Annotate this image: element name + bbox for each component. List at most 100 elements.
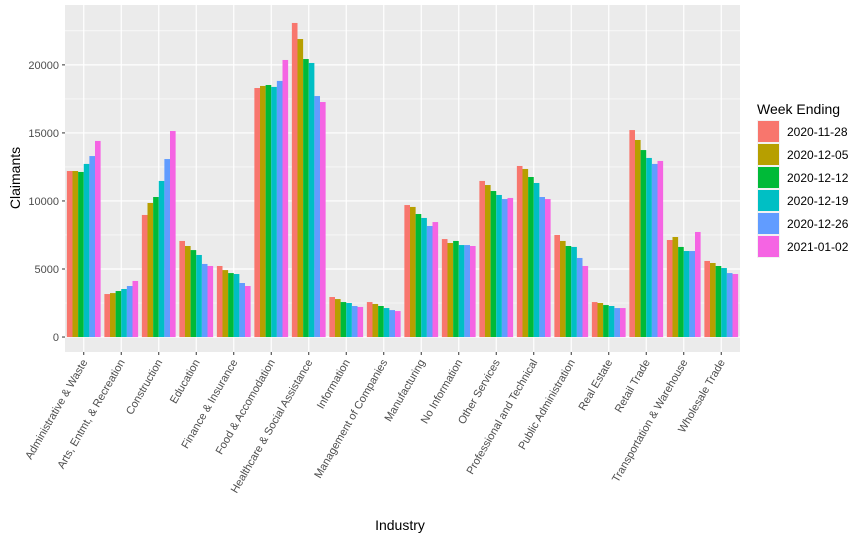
- bar: [657, 160, 664, 338]
- bar: [608, 306, 615, 338]
- bar: [629, 130, 635, 338]
- bar: [196, 254, 202, 338]
- bar: [239, 283, 245, 338]
- bar: [320, 102, 326, 338]
- x-tick-label: Education: [168, 358, 203, 406]
- bar: [560, 240, 566, 338]
- x-tick-label: Retail Trade: [613, 358, 653, 415]
- bar: [357, 306, 364, 338]
- bar: [335, 299, 341, 338]
- bar: [254, 88, 260, 338]
- bar: [710, 263, 716, 338]
- y-tick-label: 5000: [35, 264, 59, 276]
- y-axis-title: Claimants: [7, 147, 23, 209]
- bar: [678, 246, 684, 338]
- bar: [185, 245, 191, 338]
- bar: [704, 260, 710, 338]
- bar: [479, 180, 485, 338]
- legend-label: 2020-12-05: [787, 148, 849, 162]
- bar: [72, 171, 79, 338]
- bar: [308, 62, 315, 338]
- legend-key: [758, 121, 779, 142]
- legend: Week Ending 2020-11-28 2020-12-05 2020-12-…: [757, 101, 849, 258]
- bar: [110, 293, 116, 338]
- bar: [147, 202, 154, 338]
- bar: [378, 306, 384, 338]
- bar: [545, 199, 551, 338]
- x-tick-label: Transportation & Warehouse: [610, 358, 690, 485]
- bar: [591, 302, 598, 338]
- bar: [715, 265, 722, 338]
- legend-label: 2020-11-28: [787, 125, 848, 139]
- bar: [432, 222, 439, 338]
- bar: [164, 159, 170, 338]
- bar: [635, 139, 641, 338]
- x-tick-label: Professional and Technical: [465, 358, 541, 477]
- bar: [726, 273, 733, 338]
- bar: [153, 197, 159, 338]
- bar: [126, 286, 133, 338]
- x-tick-label: Manufacturing: [383, 358, 428, 424]
- bar: [389, 310, 395, 338]
- bar: [83, 163, 90, 338]
- bar: [190, 250, 197, 338]
- bar: [216, 265, 223, 338]
- y-tick-label: 15000: [28, 128, 59, 140]
- bar: [265, 85, 272, 338]
- bar: [496, 194, 502, 338]
- legend-key: [758, 144, 779, 165]
- bar: [314, 96, 320, 338]
- bar: [576, 257, 583, 338]
- legend-key: [758, 167, 779, 188]
- bar: [78, 171, 84, 338]
- legend-label: 2020-12-26: [787, 217, 849, 231]
- x-tick-label: Real Estate: [577, 358, 616, 413]
- bar: [597, 303, 604, 338]
- bar: [415, 214, 422, 338]
- bar: [464, 245, 470, 338]
- bar: [170, 131, 176, 338]
- bar: [539, 197, 545, 338]
- y-tick-label: 10000: [28, 196, 59, 208]
- bar: [426, 225, 433, 338]
- bar: [603, 305, 609, 338]
- bar: [276, 80, 283, 338]
- bar: [528, 177, 534, 338]
- bar: [695, 231, 701, 338]
- bar: [141, 214, 148, 338]
- bar: [470, 245, 476, 338]
- bar: [732, 274, 739, 338]
- bar: [115, 291, 122, 338]
- y-tick-label: 0: [53, 332, 59, 344]
- bar: [421, 217, 427, 338]
- bar: [66, 171, 73, 338]
- bar: [303, 59, 309, 338]
- bar: [260, 85, 266, 338]
- bar: [410, 206, 416, 338]
- bar: [383, 308, 390, 338]
- bar: [201, 263, 208, 338]
- plot-panel: [65, 5, 740, 352]
- bar: [447, 243, 454, 338]
- x-tick-label: Arts, Entmt, & Recreation: [55, 358, 127, 471]
- bar: [683, 251, 690, 338]
- bar: [404, 205, 410, 338]
- bar: [522, 168, 529, 338]
- bar: [485, 185, 491, 338]
- bar: [329, 297, 335, 338]
- bar: [282, 59, 289, 338]
- bar: [340, 302, 347, 338]
- bar: [132, 280, 139, 338]
- bar: [297, 39, 304, 338]
- bar: [233, 274, 240, 338]
- bar: [291, 22, 298, 338]
- bar: [395, 311, 401, 338]
- bar: [516, 165, 523, 338]
- bar: [346, 303, 352, 338]
- legend-label: 2020-12-12: [787, 171, 849, 185]
- bar: [490, 191, 497, 338]
- bar: [441, 239, 448, 338]
- legend-label: 2020-12-19: [787, 194, 849, 208]
